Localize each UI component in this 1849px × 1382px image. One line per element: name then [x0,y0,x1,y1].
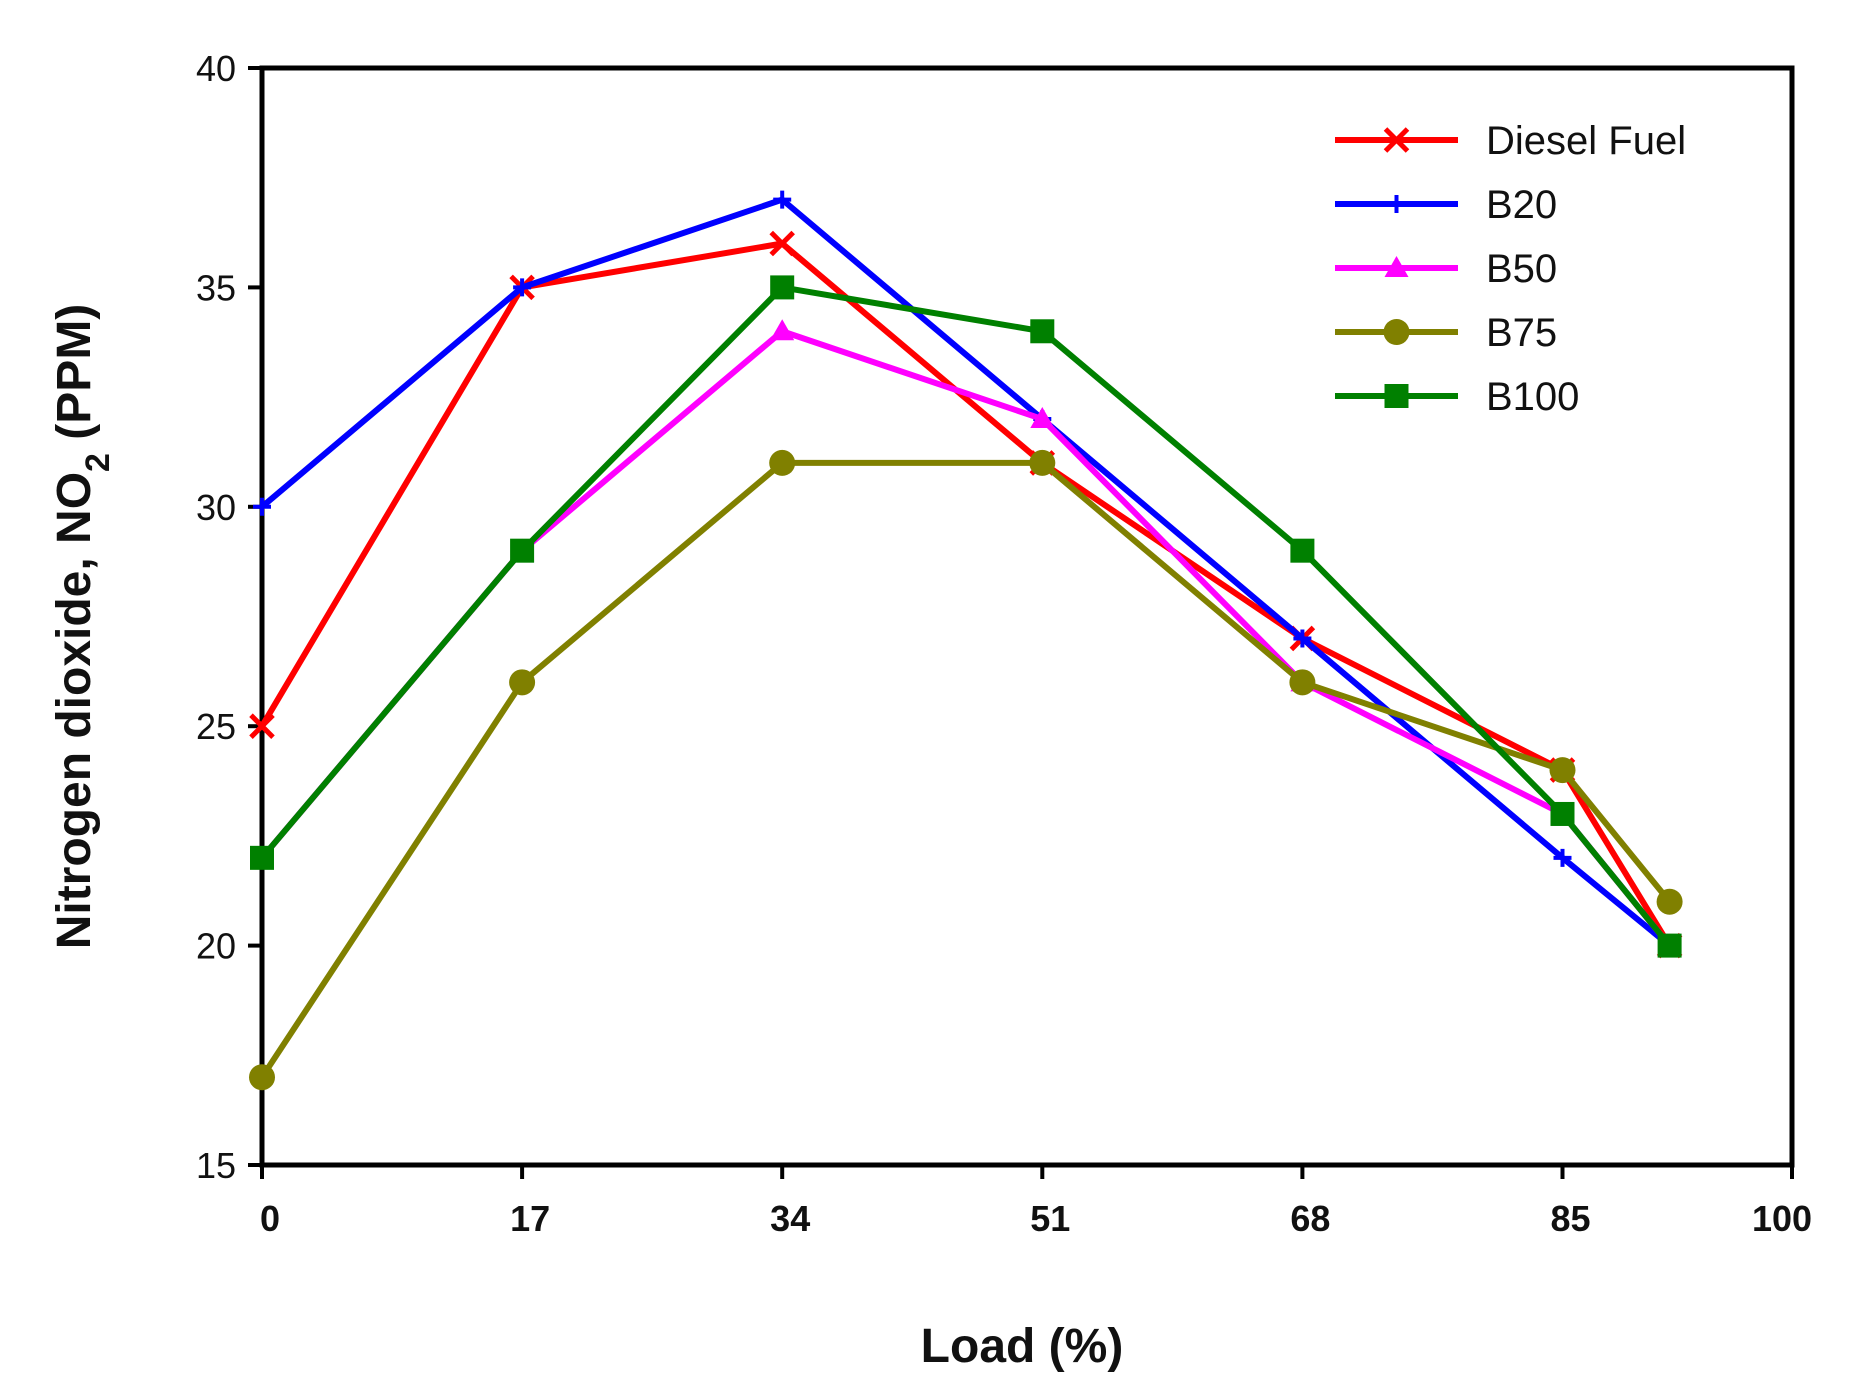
data-point [1290,538,1315,563]
marker-plus [1293,629,1312,648]
marker-plus [1553,848,1572,867]
y-axis-title-main: Nitrogen dioxide, NO [48,472,101,949]
y-tick-label: 40 [196,48,236,89]
data-point [1550,801,1575,826]
series-b75 [249,449,1683,1091]
marker-square [1657,933,1682,958]
marker-x [769,230,795,257]
legend-label: B50 [1486,247,1557,291]
series-layer [249,190,1683,1091]
data-point [253,497,271,516]
data-point [1030,407,1055,429]
marker-square [510,538,535,563]
series-b20 [253,190,1679,955]
series-diesel-fuel [249,230,1683,959]
marker-triangle [770,319,795,341]
x-tick-label: 51 [1030,1198,1070,1239]
marker-square [1550,801,1575,826]
x-axis-ticks: 0 17 34 51 68 85 100 [260,1165,1812,1239]
legend-label: B75 [1486,311,1557,355]
y-tick-label: 20 [196,926,236,967]
legend-label: Diesel Fuel [1486,119,1686,163]
data-point [1553,848,1572,867]
legend-entry: B20 [1335,183,1557,227]
data-point [509,669,536,696]
y-tick-label: 25 [196,706,236,747]
y-axis-ticks: 15 20 25 30 35 40 [196,48,262,1186]
series-b100 [250,275,1682,958]
marker-circle [1383,319,1410,345]
legend: Diesel Fuel B20 B50 B75 B100 [1335,119,1686,419]
marker-square [770,275,795,300]
x-tick-label: 34 [770,1198,810,1239]
y-tick-label: 35 [196,267,236,308]
series-line [260,196,1672,948]
marker-triangle [1030,407,1055,429]
data-point [510,538,535,563]
marker-square [1030,319,1055,344]
marker-square [1384,384,1409,408]
marker-x [1383,127,1410,153]
y-axis-title-subscript: 2 [79,453,117,472]
marker-circle [769,449,796,476]
data-point [1549,757,1576,784]
data-point [769,449,796,476]
marker-circle [1289,669,1316,696]
data-point [1657,933,1682,958]
marker-plus [773,190,792,209]
series-line [259,328,1672,948]
data-point [1293,629,1312,648]
marker-circle [509,669,536,696]
x-axis-title: Load (%) [921,1320,1124,1373]
marker-circle [1549,757,1576,784]
x-tick-label: 68 [1290,1198,1330,1239]
data-point [250,845,274,870]
data-point [513,278,532,297]
marker-plus [513,278,532,297]
data-point [1029,449,1056,476]
data-point [770,319,795,341]
data-point [770,275,795,300]
y-tick-label: 15 [196,1145,236,1186]
data-point [1030,319,1055,344]
legend-label: B20 [1486,183,1557,227]
x-tick-label: 100 [1752,1198,1812,1239]
data-point [1656,888,1683,915]
marker-plus [1387,195,1406,213]
data-point [769,230,795,257]
data-point [249,713,275,739]
marker-circle [249,1064,275,1091]
x-tick-label: 17 [510,1198,550,1239]
marker-circle [1656,888,1683,915]
marker-square [250,845,274,870]
legend-entry: B100 [1335,375,1579,419]
y-tick-label: 30 [196,487,236,528]
legend-entry: B50 [1335,247,1557,291]
data-point [773,190,792,209]
x-tick-label: 0 [260,1198,280,1239]
y-axis-title: Nitrogen dioxide, NO2 (PPM) [48,304,117,950]
marker-plus [253,497,271,516]
legend-entry: B75 [1335,311,1557,355]
legend-label: B100 [1486,375,1579,419]
plot-area-frame [259,65,1795,1168]
marker-circle [1029,449,1056,476]
data-point [249,1064,275,1091]
marker-square [1290,538,1315,563]
marker-triangle [1384,256,1409,277]
series-line [259,284,1672,948]
marker-x [249,713,275,739]
series-b50 [250,319,1682,955]
x-tick-label: 85 [1550,1198,1590,1239]
series-line [259,240,1673,948]
data-point [1289,669,1316,696]
legend-entry: Diesel Fuel [1335,119,1686,163]
y-axis-title-unit: (PPM) [48,304,101,453]
